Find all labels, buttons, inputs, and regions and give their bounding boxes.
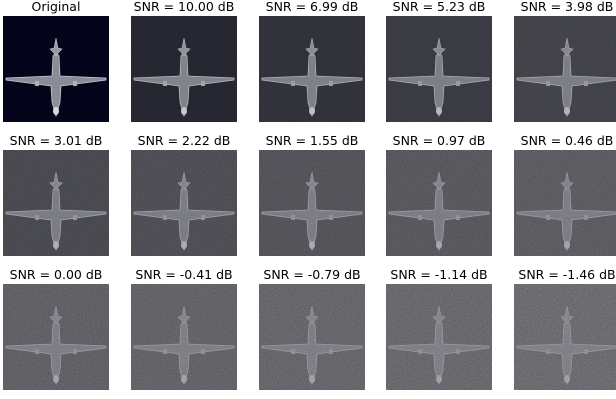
panel-caption: SNR = 3.01 dB	[9, 133, 103, 148]
airplane-image	[386, 150, 492, 256]
airplane-image	[386, 284, 492, 390]
noise-overlay	[386, 284, 492, 390]
panel-caption: SNR = -1.46 dB	[518, 267, 616, 282]
airplane-shape	[5, 37, 107, 118]
panel-caption: Original	[31, 0, 81, 14]
panel-caption: SNR = 0.46 dB	[520, 133, 614, 148]
airplane-image	[514, 150, 616, 256]
panel-caption: SNR = 0.97 dB	[392, 133, 486, 148]
airplane-image	[3, 16, 109, 122]
noise-overlay	[259, 150, 365, 256]
panel-caption: SNR = 10.00 dB	[133, 0, 235, 14]
panel-caption: SNR = 1.55 dB	[265, 133, 359, 148]
airplane-image	[131, 16, 237, 122]
airplane-image	[259, 16, 365, 122]
panel-caption: SNR = 5.23 dB	[392, 0, 486, 14]
noise-overlay	[259, 16, 365, 122]
airplane-image	[259, 284, 365, 390]
noise-overlay	[514, 150, 616, 256]
panel-caption: SNR = 6.99 dB	[265, 0, 359, 14]
airplane-image	[386, 16, 492, 122]
airplane-image	[3, 284, 109, 390]
airplane-image	[131, 150, 237, 256]
noise-overlay	[386, 150, 492, 256]
noise-overlay	[131, 150, 237, 256]
airplane-image	[3, 150, 109, 256]
panel-caption: SNR = 3.98 dB	[520, 0, 614, 14]
noise-overlay	[3, 284, 109, 390]
panel-caption: SNR = -0.41 dB	[135, 267, 233, 282]
noise-overlay	[259, 284, 365, 390]
panel-caption: SNR = 2.22 dB	[137, 133, 231, 148]
airplane-image	[514, 284, 616, 390]
airplane-image	[131, 284, 237, 390]
noise-overlay	[514, 16, 616, 122]
noise-overlay	[514, 284, 616, 390]
airplane-image	[514, 16, 616, 122]
noise-overlay	[131, 284, 237, 390]
panel-caption: SNR = 0.00 dB	[9, 267, 103, 282]
noise-overlay	[3, 150, 109, 256]
noise-overlay	[131, 16, 237, 122]
noise-overlay	[386, 16, 492, 122]
airplane-image	[259, 150, 365, 256]
panel-caption: SNR = -0.79 dB	[263, 267, 361, 282]
panel-caption: SNR = -1.14 dB	[390, 267, 488, 282]
